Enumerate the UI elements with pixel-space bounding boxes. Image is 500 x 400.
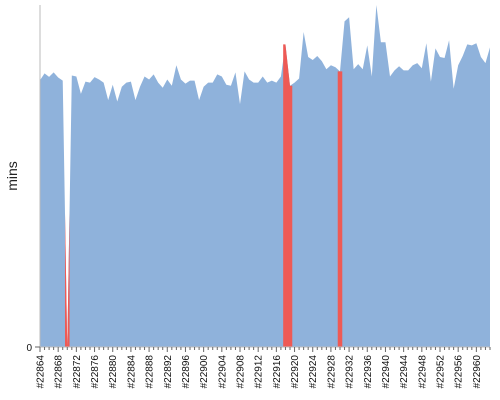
x-tick-label: #22936 [363,355,374,389]
area-series [40,5,490,348]
x-tick-label: #22892 [163,355,174,389]
x-tick-label: #22928 [326,355,337,389]
x-tick-label: #22940 [381,355,392,389]
x-tick-label: #22904 [217,355,228,389]
x-tick-label: #22880 [108,355,119,389]
x-tick-label: #22916 [272,355,283,389]
x-tick-label: #22896 [181,355,192,389]
x-tick-label: #22876 [90,355,101,389]
x-tick-label: #22932 [345,355,356,389]
x-tick-label: #22864 [36,355,47,389]
x-tick-label: #22908 [236,355,247,389]
highlight-area-1 [283,44,293,347]
x-tick-label: #22952 [436,355,447,389]
x-tick-label: #22884 [126,355,137,389]
area-fill [40,5,490,347]
y-axis-title: mins [4,161,20,191]
x-tick-label: #22948 [417,355,428,389]
x-tick-label: #22912 [254,355,265,389]
x-tick-label: #22924 [308,355,319,389]
axes [39,5,490,348]
y-ticks: 0 [26,343,40,354]
highlight-area-0 [65,211,70,347]
x-tick-label: #22872 [72,355,83,389]
x-tick-label: #22900 [199,355,210,389]
x-tick-label: #22920 [290,355,301,389]
x-tick-label: #22868 [54,355,65,389]
x-ticks: #22864 #22868 #22872 #22876 #22880 #22884 #228… [36,347,491,388]
x-tick-label: #22944 [399,355,410,389]
y-tick-label: 0 [26,343,32,354]
x-tick-label: #22960 [472,355,483,389]
x-tick-label: #22956 [454,355,465,389]
highlight-area-2 [337,71,343,348]
x-tick-label: #22888 [145,355,156,389]
